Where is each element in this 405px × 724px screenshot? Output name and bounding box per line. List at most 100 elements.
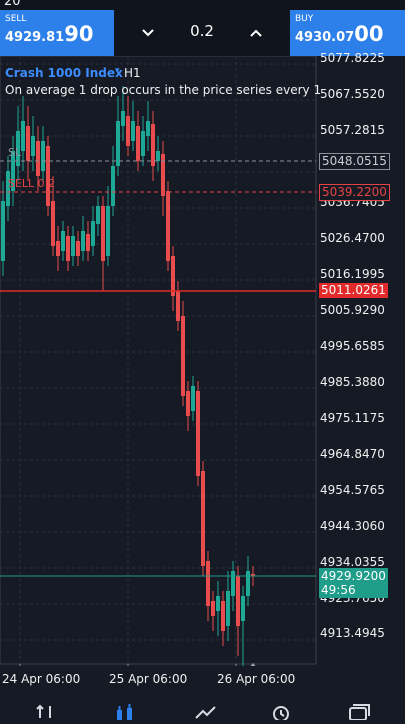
- chart-shift-marker: [250, 663, 256, 666]
- price-axis-label: 5026.4700: [320, 231, 385, 245]
- price-axis-label: 4985.3880: [320, 375, 385, 389]
- candle-body: [136, 126, 140, 161]
- candle-body: [241, 596, 245, 621]
- chevron-down-icon[interactable]: [133, 19, 163, 47]
- price-axis-label: 5057.2815: [320, 123, 385, 137]
- price-axis-label: 4913.4945: [320, 626, 385, 640]
- volume-value[interactable]: 0.2: [190, 22, 214, 40]
- candle-body: [26, 126, 30, 161]
- price-axis-label: 4995.6585: [320, 339, 385, 353]
- candle-body: [76, 241, 80, 256]
- symbol-description: On average 1 drop occurs in the price se…: [5, 83, 321, 97]
- bar-countdown: 49:56: [321, 583, 356, 597]
- bid-price-tag: 5011.0261: [319, 283, 388, 298]
- candle-body: [106, 206, 110, 256]
- time-axis-label: 26 Apr 06:00: [217, 672, 296, 686]
- trade-icon[interactable]: [191, 702, 221, 720]
- candle-body: [16, 131, 20, 166]
- candle-body: [246, 571, 250, 596]
- volume-control: 0.2: [117, 10, 287, 56]
- candle-body: [181, 316, 185, 396]
- price-axis-label: 5067.5520: [320, 87, 385, 101]
- buy-button[interactable]: BUY 4930.0700: [290, 10, 405, 56]
- current-price-tag: 4929.9200 49:56: [319, 568, 388, 598]
- candle-body: [166, 191, 170, 261]
- candle-body: [161, 154, 165, 196]
- candle-body: [231, 571, 235, 596]
- candle-body: [141, 131, 145, 156]
- position-price-tag[interactable]: 5039.2200: [319, 184, 390, 201]
- price-axis-label: 5077.8225: [320, 51, 385, 65]
- candle-body: [71, 236, 75, 256]
- sl-price-tag[interactable]: 5048.0515: [319, 153, 390, 170]
- history-icon[interactable]: [266, 702, 296, 722]
- candle-body: [81, 231, 85, 251]
- candle-body: [191, 386, 195, 411]
- candle-body: [116, 121, 120, 166]
- candle-body: [11, 151, 15, 191]
- candle-body: [251, 574, 255, 576]
- candle-body: [36, 141, 40, 176]
- time-axis-label: 24 Apr 06:00: [2, 672, 81, 686]
- buy-label: BUY: [295, 14, 314, 24]
- candle-body: [121, 111, 125, 126]
- candle-body: [1, 201, 5, 261]
- price-chart[interactable]: Crash 1000 Index ▾ H1 On average 1 drop …: [0, 51, 405, 686]
- candle-body: [126, 116, 130, 146]
- candle-body: [131, 121, 135, 141]
- sell-price: 4929.8190: [5, 22, 94, 46]
- timeframe-label: H1: [124, 66, 141, 80]
- candle-body: [206, 561, 210, 606]
- candle-body: [111, 166, 115, 206]
- messages-icon[interactable]: [344, 702, 374, 721]
- status-time: 20: [4, 0, 21, 9]
- candle-body: [186, 391, 190, 416]
- candle-body: [196, 391, 200, 476]
- candle-body: [151, 124, 155, 166]
- position-line-label: SELL 0.2: [8, 177, 56, 190]
- candle-body: [66, 236, 70, 261]
- status-bar: 20: [0, 0, 405, 10]
- price-axis-label: 4975.1175: [320, 411, 385, 425]
- candle-body: [221, 601, 225, 631]
- candle-body: [146, 121, 150, 136]
- bottom-toolbar: [0, 700, 405, 722]
- price-axis-label: 4954.5765: [320, 483, 385, 497]
- candle-body: [216, 596, 220, 611]
- candle-body: [86, 234, 90, 251]
- candle-body: [156, 151, 160, 161]
- symbol-dropdown-icon[interactable]: ▾: [115, 66, 120, 76]
- candle-body: [46, 146, 50, 206]
- candle-body: [101, 206, 105, 261]
- current-price: 4929.9200: [321, 569, 386, 583]
- candle-body: [61, 231, 65, 251]
- candle-body: [96, 206, 100, 224]
- price-axis-label: 5005.9290: [320, 303, 385, 317]
- price-axis-label: 4944.3060: [320, 519, 385, 533]
- candle-body: [91, 221, 95, 246]
- quotes-icon[interactable]: [31, 702, 61, 720]
- sell-button[interactable]: SELL 4929.8190: [0, 10, 114, 56]
- chevron-up-icon[interactable]: [241, 19, 271, 47]
- candle-body: [226, 591, 230, 626]
- symbol-name: Crash 1000 Index: [5, 66, 123, 80]
- candle-body: [176, 291, 180, 321]
- candle-body: [56, 241, 60, 256]
- price-axis-label: 5016.1995: [320, 267, 385, 281]
- candle-body: [201, 471, 205, 566]
- candle-body: [51, 201, 55, 246]
- candle-body: [31, 136, 35, 156]
- candle-body: [171, 256, 175, 296]
- candle-body: [211, 601, 215, 616]
- candle-body: [41, 141, 45, 171]
- chart-canvas[interactable]: [0, 56, 405, 666]
- sl-line-label: SL: [8, 146, 22, 159]
- candle-body: [6, 171, 10, 206]
- sell-label: SELL: [5, 14, 27, 24]
- candle-body: [21, 121, 25, 151]
- plot-border: [0, 56, 317, 665]
- trade-bar: SELL 4929.8190 0.2 BUY 4930.0700: [0, 10, 405, 56]
- price-axis-label: 4964.8470: [320, 447, 385, 461]
- chart-icon[interactable]: [110, 702, 140, 720]
- candle-body: [236, 576, 240, 626]
